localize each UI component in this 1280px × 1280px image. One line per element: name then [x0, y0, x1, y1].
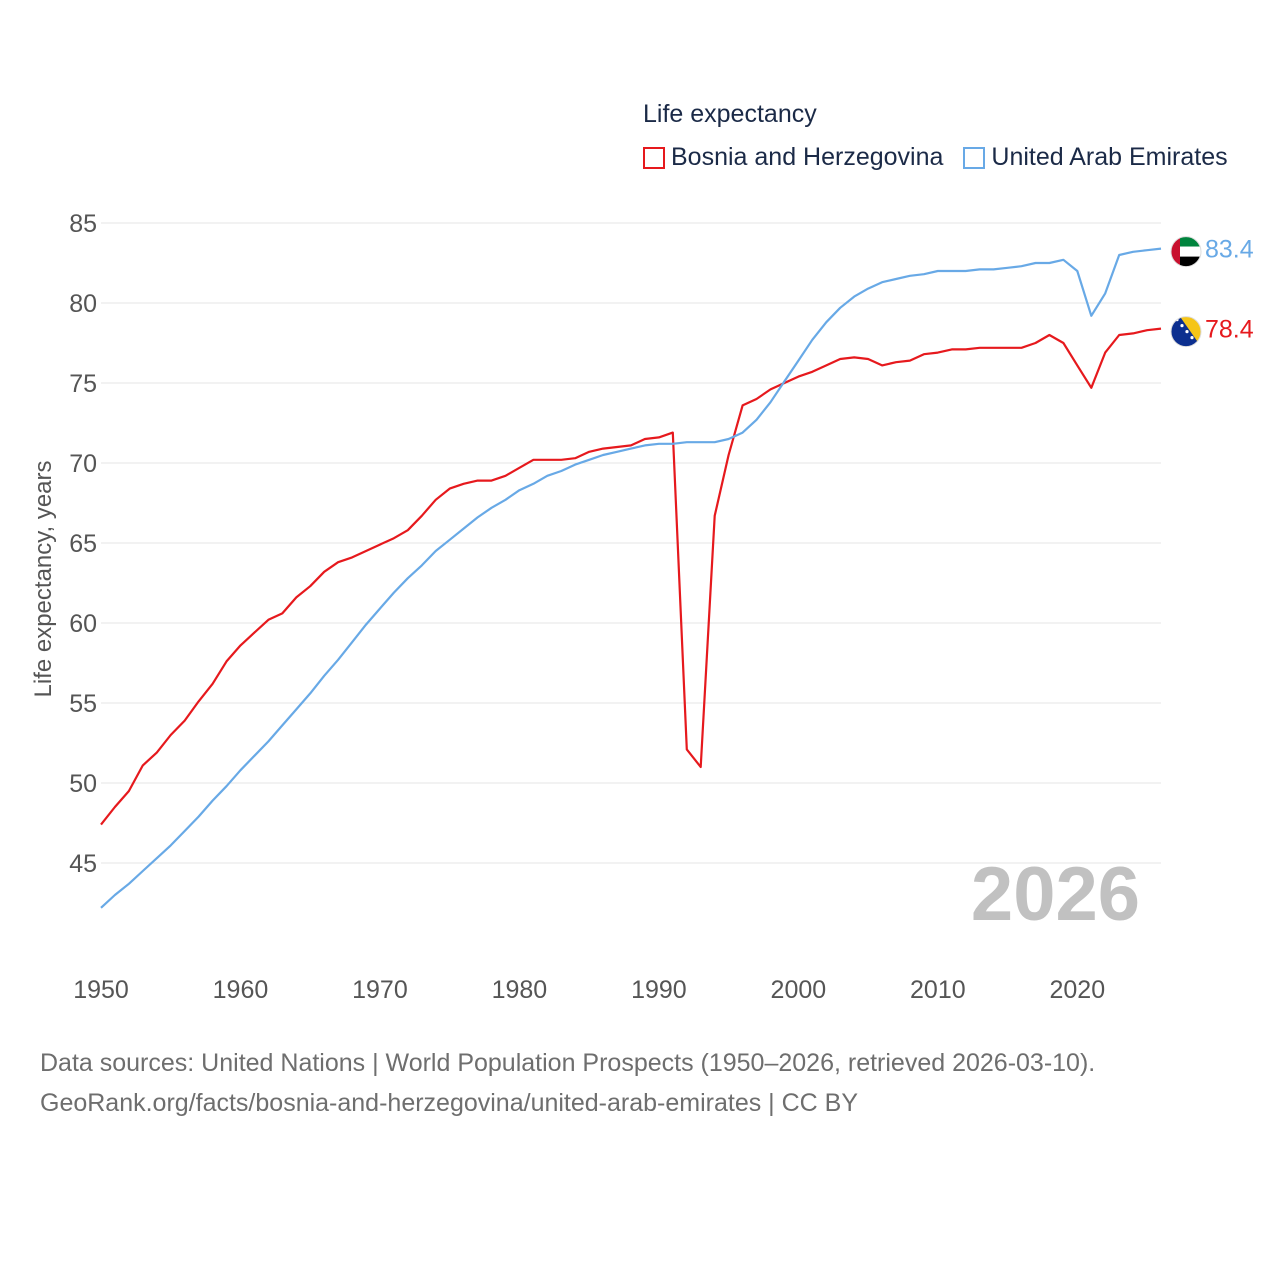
y-tick-label: 45 [69, 850, 97, 878]
series [100, 247, 1162, 909]
footer: Data sources: United Nations | World Pop… [40, 1043, 1095, 1123]
y-tick-label: 70 [69, 450, 97, 478]
legend-item-bosnia[interactable]: Bosnia and Herzegovina [643, 143, 943, 172]
grid [101, 222, 1161, 864]
flag-white-band [1171, 246, 1201, 257]
flag-star [1180, 324, 1184, 328]
flag-body [1171, 316, 1201, 347]
y-tick-label: 50 [69, 770, 97, 798]
y-axis-title: Life expectancy, years [30, 460, 57, 697]
y-tick-label: 80 [69, 290, 97, 318]
flag-star [1185, 330, 1189, 334]
x-tick-label: 1970 [352, 976, 408, 1004]
x-tick-label: 1950 [73, 976, 129, 1004]
end-labels: 78.4 83.4 [1170, 236, 1254, 348]
year-watermark: 2026 [971, 852, 1140, 937]
y-tick-label: 55 [69, 690, 97, 718]
footer-link: GeoRank.org/facts/bosnia-and-herzegovina… [40, 1089, 859, 1117]
y-tick-label: 85 [69, 210, 97, 238]
footer-sources: Data sources: United Nations | World Pop… [40, 1049, 1096, 1077]
x-tick-label: 1960 [213, 976, 269, 1004]
legend: Life expectancy Bosnia and Herzegovina U… [643, 100, 1228, 172]
y-tick-label: 65 [69, 530, 97, 558]
y-axis: 45 50 55 60 65 70 75 80 85 [69, 210, 97, 878]
flag-body [1171, 236, 1201, 267]
y-tick-label: 60 [69, 610, 97, 638]
series-line-bosnia [100, 327, 1162, 826]
legend-item-uae[interactable]: United Arab Emirates [963, 143, 1228, 172]
end-label-bosnia: 78.4 [1205, 316, 1254, 344]
x-tick-label: 2010 [910, 976, 966, 1004]
flag-outline [1170, 236, 1202, 268]
uae-flag-icon [1170, 236, 1202, 268]
x-tick-label: 1990 [631, 976, 687, 1004]
flag-red-band [1171, 236, 1180, 267]
flag-outline [1170, 316, 1202, 348]
legend-label-bosnia: Bosnia and Herzegovina [671, 143, 944, 171]
legend-title: Life expectancy [643, 100, 817, 128]
flag-green-band [1171, 236, 1201, 247]
bosnia-flag-icon [1170, 316, 1202, 348]
flag-star [1190, 336, 1194, 340]
flag-yellow-triangle [1180, 316, 1201, 347]
x-axis: 1950 1960 1970 1980 1990 2000 2010 2020 [73, 976, 1105, 1004]
legend-swatch-bosnia [643, 146, 665, 169]
y-tick-label: 75 [69, 370, 97, 398]
legend-swatch-uae [963, 146, 986, 169]
series-line-uae [100, 247, 1162, 909]
legend-label-uae: United Arab Emirates [991, 143, 1228, 171]
x-tick-label: 2020 [1050, 976, 1106, 1004]
flag-black-band [1171, 256, 1201, 267]
legend-items: Bosnia and Herzegovina United Arab Emira… [643, 143, 1228, 172]
x-tick-label: 2000 [771, 976, 827, 1004]
x-tick-label: 1980 [492, 976, 548, 1004]
end-label-uae: 83.4 [1205, 236, 1254, 264]
